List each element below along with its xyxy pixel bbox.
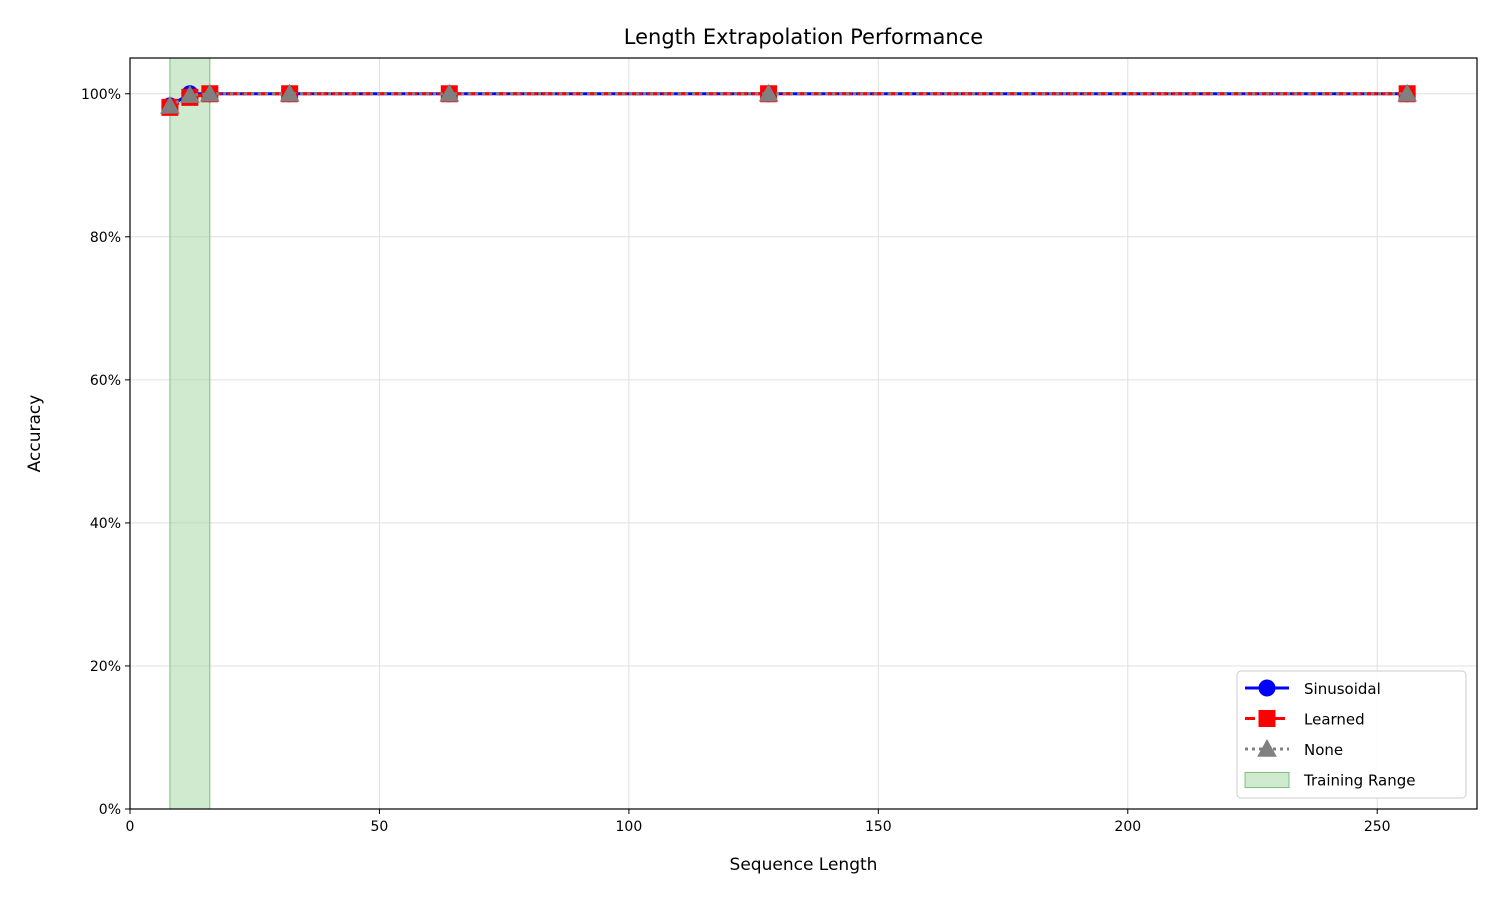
series-layer	[160, 83, 1418, 116]
y-tick-label: 80%	[90, 230, 121, 246]
legend-marker	[1258, 679, 1276, 697]
legend-label: None	[1304, 741, 1343, 759]
data-point	[180, 85, 200, 103]
legend-item: Learned	[1245, 710, 1365, 729]
y-axis-label: Accuracy	[25, 395, 45, 473]
y-tick-label: 100%	[81, 87, 121, 103]
legend-label: Sinusoidal	[1304, 680, 1381, 698]
data-point	[160, 95, 180, 114]
y-tick-label: 40%	[90, 516, 121, 532]
data-point	[199, 83, 220, 102]
series-line	[169, 92, 1408, 108]
legend-label: Training Range	[1303, 772, 1416, 790]
legend: Sinusoidal Learned None Training Range	[1236, 670, 1467, 799]
x-tick-label: 0	[126, 819, 135, 835]
data-point	[1397, 83, 1418, 102]
series-learned	[161, 85, 1416, 116]
legend-box	[1236, 670, 1467, 799]
legend-item: Training Range	[1244, 772, 1416, 790]
x-axis-label: Sequence Length	[730, 855, 878, 875]
legend-item: None	[1245, 738, 1343, 759]
series-sinusoidal	[161, 85, 1416, 115]
chart-title: Length Extrapolation Performance	[624, 25, 983, 49]
data-point	[279, 83, 300, 102]
y-tick-label: 0%	[99, 802, 121, 818]
shaded-region-layer	[169, 57, 211, 810]
y-tick-label: 20%	[90, 659, 121, 675]
x-tick-label: 100	[616, 819, 643, 835]
training-range-region	[169, 57, 211, 810]
legend-marker	[1258, 710, 1276, 727]
x-tick-label: 200	[1114, 819, 1141, 835]
legend-swatch	[1244, 772, 1290, 788]
ticks: 0 50 100 150 200 250 0% 20% 40% 60% 80% 100%	[81, 87, 1391, 835]
series-line	[169, 92, 1408, 108]
plot-frame	[129, 57, 1478, 810]
legend-label: Learned	[1304, 711, 1365, 729]
legend-item: Sinusoidal	[1245, 679, 1381, 698]
data-point	[758, 83, 779, 102]
x-tick-label: 250	[1364, 819, 1391, 835]
series-none	[160, 83, 1418, 114]
x-tick-label: 50	[371, 819, 389, 835]
series-line	[169, 92, 1408, 109]
data-point	[439, 83, 460, 102]
y-tick-label: 60%	[90, 373, 121, 389]
x-tick-label: 150	[865, 819, 892, 835]
legend-marker	[1257, 738, 1277, 757]
